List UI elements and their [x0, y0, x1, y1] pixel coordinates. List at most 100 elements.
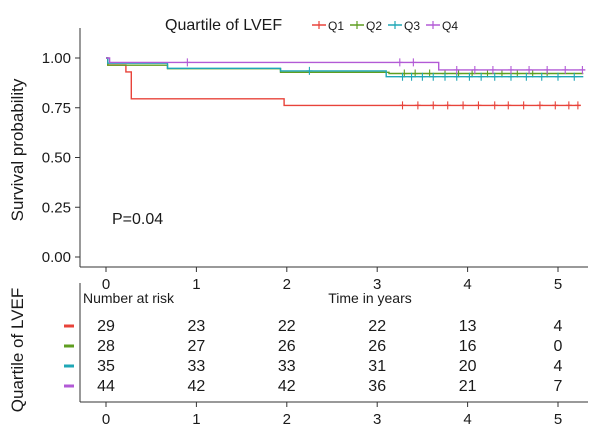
legend-label-Q4: Q4 [442, 19, 458, 33]
x-tick-label: 5 [554, 276, 562, 293]
risk-x-tick-label: 0 [102, 411, 110, 428]
risk-x-tick-label: 5 [554, 411, 562, 428]
censor-mark-Q3 [507, 72, 514, 81]
censor-mark-Q1 [536, 101, 543, 110]
censor-mark-Q4 [562, 65, 569, 74]
censor-mark-Q3 [466, 72, 473, 81]
censor-mark-Q3 [306, 66, 313, 75]
risk-cell: 22 [368, 318, 386, 335]
risk-cell: 26 [278, 338, 296, 355]
y-tick-label: 0.25 [42, 199, 71, 216]
x-axis-title: Time in years [328, 290, 412, 306]
censor-mark-Q3 [430, 72, 437, 81]
survival-curves [106, 57, 586, 110]
censor-mark-Q4 [526, 65, 533, 74]
risk-table-y-title: Quartile of LVEF [8, 288, 27, 412]
risk-cell: 42 [278, 378, 296, 395]
y-axis-title: Survival probability [8, 78, 27, 221]
censor-mark-Q4 [544, 65, 551, 74]
risk-cell: 42 [188, 378, 206, 395]
x-axis: 0 1 2 3 4 5 [80, 266, 588, 293]
y-axis: 0.00 0.25 0.50 0.75 1.00 [42, 28, 81, 267]
risk-cell: 33 [188, 358, 206, 375]
censor-mark-Q4 [507, 65, 514, 74]
risk-cell: 7 [554, 378, 563, 395]
censor-mark-Q4 [184, 58, 191, 67]
censor-mark-Q1 [430, 101, 437, 110]
censor-mark-Q1 [574, 101, 581, 110]
censor-mark-Q1 [505, 101, 512, 110]
censor-mark-Q3 [453, 72, 460, 81]
y-tick-label: 0.00 [42, 249, 71, 266]
y-tick-label: 0.50 [42, 150, 71, 167]
censor-mark-Q4 [579, 65, 586, 74]
censor-mark-Q4 [471, 65, 478, 74]
censor-mark-Q3 [408, 72, 415, 81]
censor-mark-Q4 [453, 65, 460, 74]
censor-mark-Q3 [571, 72, 578, 81]
legend-label-Q3: Q3 [404, 19, 420, 33]
censor-mark-Q1 [552, 101, 559, 110]
x-tick-label: 3 [373, 276, 381, 293]
risk-cell: 4 [554, 358, 563, 375]
series-line-Q4 [106, 57, 586, 71]
censor-mark-Q4 [396, 58, 403, 67]
legend: Q1 Q2 Q3 Q4 [312, 19, 458, 33]
censor-mark-Q1 [444, 101, 451, 110]
censor-mark-Q3 [555, 72, 561, 81]
risk-cell: 4 [554, 318, 563, 335]
censor-mark-Q3 [399, 72, 406, 81]
risk-cell: 13 [459, 318, 477, 335]
series-line-Q3 [106, 57, 584, 78]
censor-mark-Q1 [414, 101, 421, 110]
risk-cell: 26 [368, 338, 386, 355]
risk-cell: 20 [459, 358, 477, 375]
y-tick-label: 1.00 [42, 50, 71, 67]
risk-cell: 33 [278, 358, 296, 375]
risk-cell: 16 [459, 338, 477, 355]
p-value-annotation: P=0.04 [112, 211, 163, 228]
censor-mark-Q1 [399, 101, 406, 110]
risk-x-tick-label: 4 [463, 411, 471, 428]
risk-table-title: Number at risk [83, 290, 175, 306]
risk-x-tick-label: 2 [283, 411, 291, 428]
risk-x-tick-label: 3 [373, 411, 381, 428]
censor-mark-Q3 [491, 72, 498, 81]
x-tick-label: 2 [283, 276, 291, 293]
risk-cell: 44 [97, 378, 115, 395]
risk-cell: 23 [188, 318, 206, 335]
risk-cell: 35 [97, 358, 115, 375]
censor-mark-Q3 [419, 72, 426, 81]
censor-mark-Q3 [478, 72, 485, 81]
risk-cell: 22 [278, 318, 296, 335]
censor-mark-Q1 [565, 101, 572, 110]
censor-mark-Q1 [460, 101, 467, 110]
censor-mark-Q1 [520, 101, 527, 110]
risk-cell: 31 [368, 358, 386, 375]
censor-mark-Q3 [442, 72, 448, 81]
censor-mark-Q3 [538, 72, 545, 81]
censor-mark-Q4 [489, 65, 496, 74]
y-tick-label: 0.75 [42, 100, 71, 117]
risk-cell: 29 [97, 318, 115, 335]
censor-mark-Q3 [523, 72, 530, 81]
x-tick-label: 0 [102, 276, 110, 293]
risk-cell: 21 [459, 378, 477, 395]
risk-x-tick-label: 1 [192, 411, 200, 428]
legend-label-Q1: Q1 [328, 19, 344, 33]
risk-cell: 36 [368, 378, 386, 395]
censor-mark-Q1 [475, 101, 482, 110]
censor-mark-Q1 [491, 101, 498, 110]
legend-title: Quartile of LVEF [165, 17, 282, 34]
x-tick-label: 4 [463, 276, 471, 293]
censor-mark-Q4 [410, 58, 417, 67]
risk-table: 29 23 22 22 13 428 27 26 26 16 035 33 33 31 20 444 42 42 3… [64, 318, 563, 395]
risk-cell: 28 [97, 338, 115, 355]
risk-cell: 0 [554, 338, 563, 355]
risk-cell: 27 [188, 338, 206, 355]
legend-label-Q2: Q2 [366, 19, 382, 33]
x-tick-label: 1 [192, 276, 200, 293]
series-line-Q1 [106, 57, 581, 107]
